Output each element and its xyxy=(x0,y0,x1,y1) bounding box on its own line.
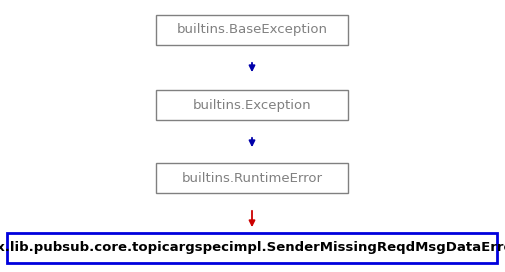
FancyBboxPatch shape xyxy=(156,163,348,193)
Text: builtins.RuntimeError: builtins.RuntimeError xyxy=(181,172,323,184)
Text: builtins.BaseException: builtins.BaseException xyxy=(177,23,328,36)
Text: wx.lib.pubsub.core.topicargspecimpl.SenderMissingReqdMsgDataError: wx.lib.pubsub.core.topicargspecimpl.Send… xyxy=(0,242,505,255)
Text: builtins.Exception: builtins.Exception xyxy=(193,98,311,112)
FancyBboxPatch shape xyxy=(156,15,348,45)
FancyBboxPatch shape xyxy=(7,233,497,263)
FancyBboxPatch shape xyxy=(156,90,348,120)
